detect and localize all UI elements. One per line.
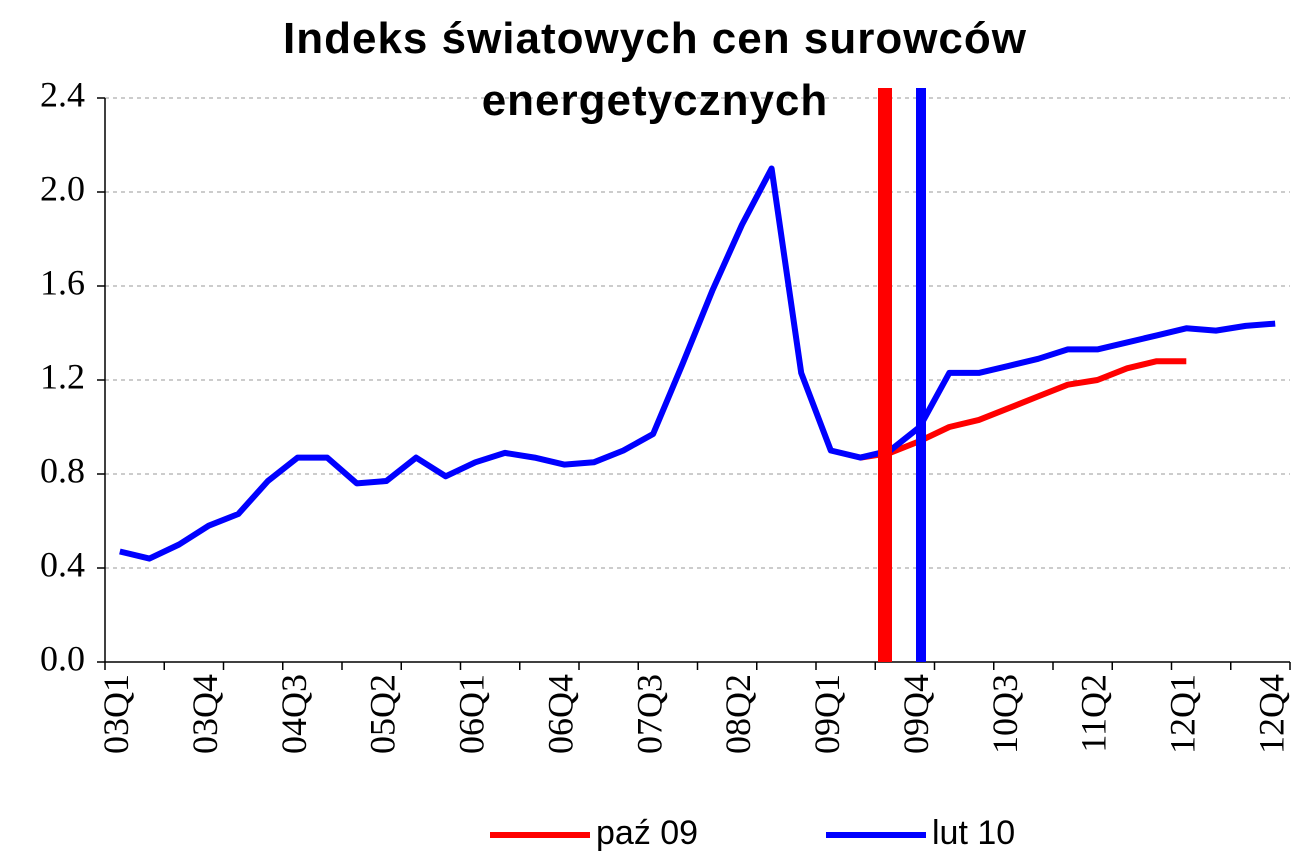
x-tick-label: 05Q2 bbox=[363, 674, 403, 754]
y-tick-label: 0.4 bbox=[40, 544, 85, 584]
x-tick-label: 06Q4 bbox=[540, 674, 580, 754]
x-tick-label: 09Q4 bbox=[896, 674, 936, 754]
series-line bbox=[119, 165, 1276, 562]
legend-label: lut 10 bbox=[932, 814, 1015, 852]
y-tick-label: 0.8 bbox=[40, 450, 85, 490]
legend-label: paź 09 bbox=[596, 814, 698, 852]
x-tick-label: 07Q3 bbox=[629, 674, 669, 754]
y-tick-label: 2.0 bbox=[40, 168, 85, 208]
x-tick-label: 08Q2 bbox=[718, 674, 758, 754]
x-tick-label: 03Q1 bbox=[96, 674, 136, 754]
x-tick-label: 11Q2 bbox=[1074, 674, 1114, 753]
x-tick-label: 06Q1 bbox=[452, 674, 492, 754]
x-tick-label: 10Q3 bbox=[985, 674, 1025, 754]
x-tick-label: 09Q1 bbox=[807, 674, 847, 754]
x-tick-label: 03Q4 bbox=[185, 674, 225, 754]
plot: 0.0 0.4 0.8 1.2 1.6 2.0 2.4 03Q1 03Q4 04Q3 05Q2 06Q… bbox=[40, 74, 1291, 852]
y-tick-label: 1.6 bbox=[40, 262, 85, 302]
series-line bbox=[859, 358, 1187, 461]
y-tick-label: 2.4 bbox=[40, 74, 85, 114]
chart-title: Indeks światowych cen surowców energetyc… bbox=[283, 14, 1027, 125]
y-tick-label: 1.2 bbox=[40, 356, 85, 396]
x-tick-label: 12Q4 bbox=[1251, 674, 1291, 754]
x-tick-label: 04Q3 bbox=[274, 674, 314, 754]
y-tick-label: 0.0 bbox=[40, 638, 85, 678]
x-tick-label: 12Q1 bbox=[1163, 674, 1203, 754]
